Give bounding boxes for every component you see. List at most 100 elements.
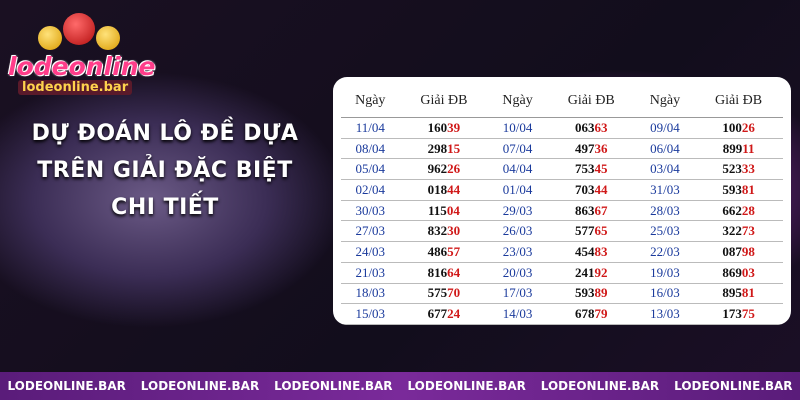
result-digits: 173 xyxy=(722,306,742,322)
result-cell: 96226 xyxy=(399,158,489,181)
result-cell: 24192 xyxy=(546,262,636,284)
result-tail: 63 xyxy=(594,119,608,135)
result-cell: 10026 xyxy=(694,117,783,139)
results-table: Ngày Giải ĐB Ngày Giải ĐB Ngày Giải ĐB 11/04 16… xyxy=(341,85,783,325)
headline: DỰ ĐOÁN LÔ ĐỀ DỰA TRÊN GIẢI ĐẶC BIỆT CHI T… xyxy=(20,115,310,226)
date-cell: 17/03 xyxy=(488,283,547,305)
result-tail: 24 xyxy=(447,306,461,322)
result-tail: 44 xyxy=(447,181,461,197)
footer-bar: LODEONLINE.BAR LODEONLINE.BAR LODEONLINE.B… xyxy=(0,372,800,400)
table-row: 11/04 16039 10/04 06363 09/04 10026 xyxy=(341,117,783,139)
result-tail: 70 xyxy=(447,285,461,301)
date-cell: 18/03 xyxy=(341,283,400,305)
date-cell: 31/03 xyxy=(635,179,695,201)
result-cell: 17375 xyxy=(694,303,783,325)
headline-line: CHI TIẾT xyxy=(111,195,219,220)
result-digits: 454 xyxy=(575,243,595,259)
result-tail: 81 xyxy=(741,285,755,301)
result-digits: 497 xyxy=(575,140,595,156)
column-header: Ngày xyxy=(488,85,547,118)
result-digits: 241 xyxy=(575,264,595,280)
result-cell: 86367 xyxy=(546,200,636,222)
footer-link: LODEONLINE.BAR xyxy=(274,379,393,393)
result-tail: 45 xyxy=(594,161,608,177)
header-row: Ngày Giải ĐB Ngày Giải ĐB Ngày Giải ĐB xyxy=(341,85,783,118)
result-tail: 89 xyxy=(594,285,608,301)
logo-ball xyxy=(38,26,62,50)
result-digits: 087 xyxy=(722,243,742,259)
result-cell: 70344 xyxy=(546,179,636,201)
date-cell: 14/03 xyxy=(488,303,547,325)
result-cell: 66228 xyxy=(694,200,783,222)
date-cell: 16/03 xyxy=(635,283,695,305)
logo-ball xyxy=(63,13,95,45)
result-tail: 98 xyxy=(741,243,755,259)
result-tail: 30 xyxy=(447,223,461,239)
result-cell: 59381 xyxy=(694,179,783,201)
result-cell: 67724 xyxy=(399,303,489,325)
result-tail: 67 xyxy=(594,202,608,218)
result-cell: 49736 xyxy=(546,138,636,160)
result-tail: 26 xyxy=(741,119,755,135)
column-header: Giải ĐB xyxy=(399,85,489,118)
headline-line: TRÊN GIẢI ĐẶC BIỆT xyxy=(37,158,293,183)
result-digits: 962 xyxy=(427,161,448,177)
table-row: 05/04 96226 04/04 75345 03/04 52333 xyxy=(341,158,783,181)
column-header: Giải ĐB xyxy=(694,85,783,118)
date-cell: 03/04 xyxy=(635,158,695,181)
date-cell: 02/04 xyxy=(341,179,400,201)
result-digits: 832 xyxy=(427,223,448,239)
footer-link: LODEONLINE.BAR xyxy=(7,379,126,393)
result-digits: 863 xyxy=(575,202,595,218)
result-cell: 08798 xyxy=(694,241,783,263)
result-digits: 753 xyxy=(575,161,595,177)
result-cell: 59389 xyxy=(546,283,636,305)
column-header: Giải ĐB xyxy=(546,85,636,118)
result-tail: 33 xyxy=(741,161,755,177)
logo-name: lodeonline xyxy=(8,52,156,81)
result-cell: 83230 xyxy=(399,220,489,243)
result-digits: 816 xyxy=(427,264,448,280)
date-cell: 20/03 xyxy=(488,262,547,284)
result-tail: 44 xyxy=(594,181,608,197)
date-cell: 23/03 xyxy=(488,241,547,263)
result-cell: 52333 xyxy=(694,158,783,181)
date-cell: 24/03 xyxy=(341,241,400,263)
result-tail: 28 xyxy=(741,202,755,218)
date-cell: 28/03 xyxy=(635,200,695,222)
date-cell: 06/04 xyxy=(635,138,695,160)
date-cell: 30/03 xyxy=(341,200,400,222)
table-row: 15/03 67724 14/03 67879 13/03 17375 xyxy=(341,303,783,325)
result-cell: 16039 xyxy=(399,117,489,139)
result-tail: 64 xyxy=(447,264,461,280)
result-cell: 67879 xyxy=(546,303,636,325)
result-tail: 73 xyxy=(741,223,755,239)
result-digits: 100 xyxy=(722,119,742,135)
table-row: 24/03 48657 23/03 45483 22/03 08798 xyxy=(341,241,783,263)
result-digits: 678 xyxy=(575,306,595,322)
result-digits: 486 xyxy=(427,243,448,259)
date-cell: 01/04 xyxy=(488,179,547,201)
result-digits: 298 xyxy=(427,140,448,156)
footer-link: LODEONLINE.BAR xyxy=(674,379,793,393)
result-tail: 03 xyxy=(741,264,755,280)
result-digits: 160 xyxy=(427,119,448,135)
result-digits: 063 xyxy=(575,119,595,135)
result-cell: 32273 xyxy=(694,220,783,243)
result-digits: 575 xyxy=(427,285,448,301)
result-cell: 06363 xyxy=(546,117,636,139)
result-digits: 662 xyxy=(722,202,742,218)
result-digits: 895 xyxy=(722,285,742,301)
result-tail: 04 xyxy=(446,202,460,218)
result-cell: 57570 xyxy=(399,283,489,305)
date-cell: 19/03 xyxy=(635,262,695,284)
footer-link: LODEONLINE.BAR xyxy=(540,379,660,393)
date-cell: 22/03 xyxy=(635,241,695,263)
table-row: 27/03 83230 26/03 57765 25/03 32273 xyxy=(341,220,783,243)
table-row: 18/03 57570 17/03 59389 16/03 89581 xyxy=(341,283,783,305)
result-tail: 79 xyxy=(594,306,608,322)
result-tail: 15 xyxy=(447,140,461,156)
result-digits: 593 xyxy=(575,285,595,301)
date-cell: 11/04 xyxy=(341,117,400,139)
